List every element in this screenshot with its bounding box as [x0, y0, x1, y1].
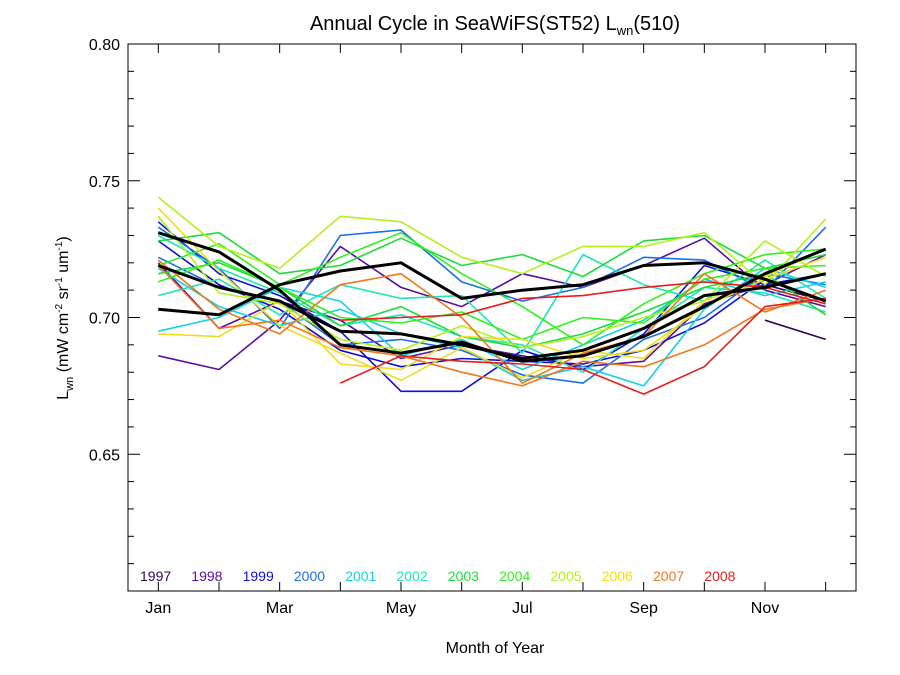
y-tick-label: 0.70 [89, 311, 120, 328]
series-line-2005-17 [157, 215, 827, 352]
legend-item-2007: 2007 [653, 568, 684, 584]
chart-title-suffix: (510) [633, 13, 680, 35]
y-axis-label-part: L [55, 391, 72, 400]
legend-item-1999: 1999 [243, 568, 274, 584]
series-line-2008-22 [339, 297, 826, 395]
y-axis-label-part: wn [64, 377, 76, 392]
y-axis-label: Lwn (mW cm-2 sr-1 um-1) [54, 236, 76, 399]
legend-item-2005: 2005 [550, 568, 581, 584]
x-axis: Jan Mar May Jul Sep Nov [145, 44, 827, 617]
x-tick-label: Mar [266, 600, 294, 617]
legend-item-1998: 1998 [191, 568, 222, 584]
chart-title-main: Annual Cycle in SeaWiFS(ST52) L [310, 13, 617, 35]
y-tick-label: 0.80 [89, 37, 120, 54]
legend-item-2002: 2002 [397, 568, 428, 584]
legend: 1997 1998 1999 2000 2001 2002 2003 2004 2005 2006… [140, 568, 736, 584]
x-tick-label: May [386, 600, 416, 617]
legend-item-2003: 2003 [448, 568, 479, 584]
series-line-2007-21 [157, 264, 826, 387]
legend-item-2008: 2008 [704, 568, 735, 584]
legend-item-2000: 2000 [294, 568, 325, 584]
series-line-2004-14 [158, 231, 826, 346]
y-axis-label-part: -1 [54, 277, 65, 286]
x-tick-label: Jul [512, 600, 532, 617]
legend-item-2004: 2004 [499, 568, 530, 584]
y-tick-label: 0.65 [89, 447, 120, 464]
chart-title-subscript: wn [616, 23, 634, 38]
x-axis-label: Month of Year [446, 640, 545, 657]
x-tick-label: Jan [145, 600, 171, 617]
chart-title: Annual Cycle in SeaWiFS(ST52) Lwn(510) [310, 13, 680, 38]
y-axis: 0.65 0.70 0.75 0.80 [89, 37, 856, 592]
x-tick-label: Sep [629, 600, 658, 617]
series-line-1997-0 [764, 319, 826, 341]
legend-item-2001: 2001 [345, 568, 376, 584]
series-line-1999-5 [157, 240, 826, 368]
y-axis-label-part: (mW cm [55, 313, 72, 377]
series-line-2001-9 [158, 278, 826, 371]
y-axis-label-part: sr [55, 285, 72, 303]
y-axis-label-part: um [55, 251, 72, 278]
legend-item-2006: 2006 [602, 568, 633, 584]
y-axis-label-part: -2 [54, 303, 65, 312]
y-tick-label: 0.75 [89, 174, 120, 191]
series-line-mean-26 [158, 261, 827, 317]
series-layer [157, 196, 827, 395]
y-axis-label-part: ) [55, 236, 72, 241]
series-line-mean-25 [157, 264, 827, 360]
y-axis-label-part: -1 [54, 241, 65, 250]
x-tick-label: Nov [751, 600, 779, 617]
legend-item-1997: 1997 [140, 568, 171, 584]
series-line-2005-16 [157, 196, 827, 286]
